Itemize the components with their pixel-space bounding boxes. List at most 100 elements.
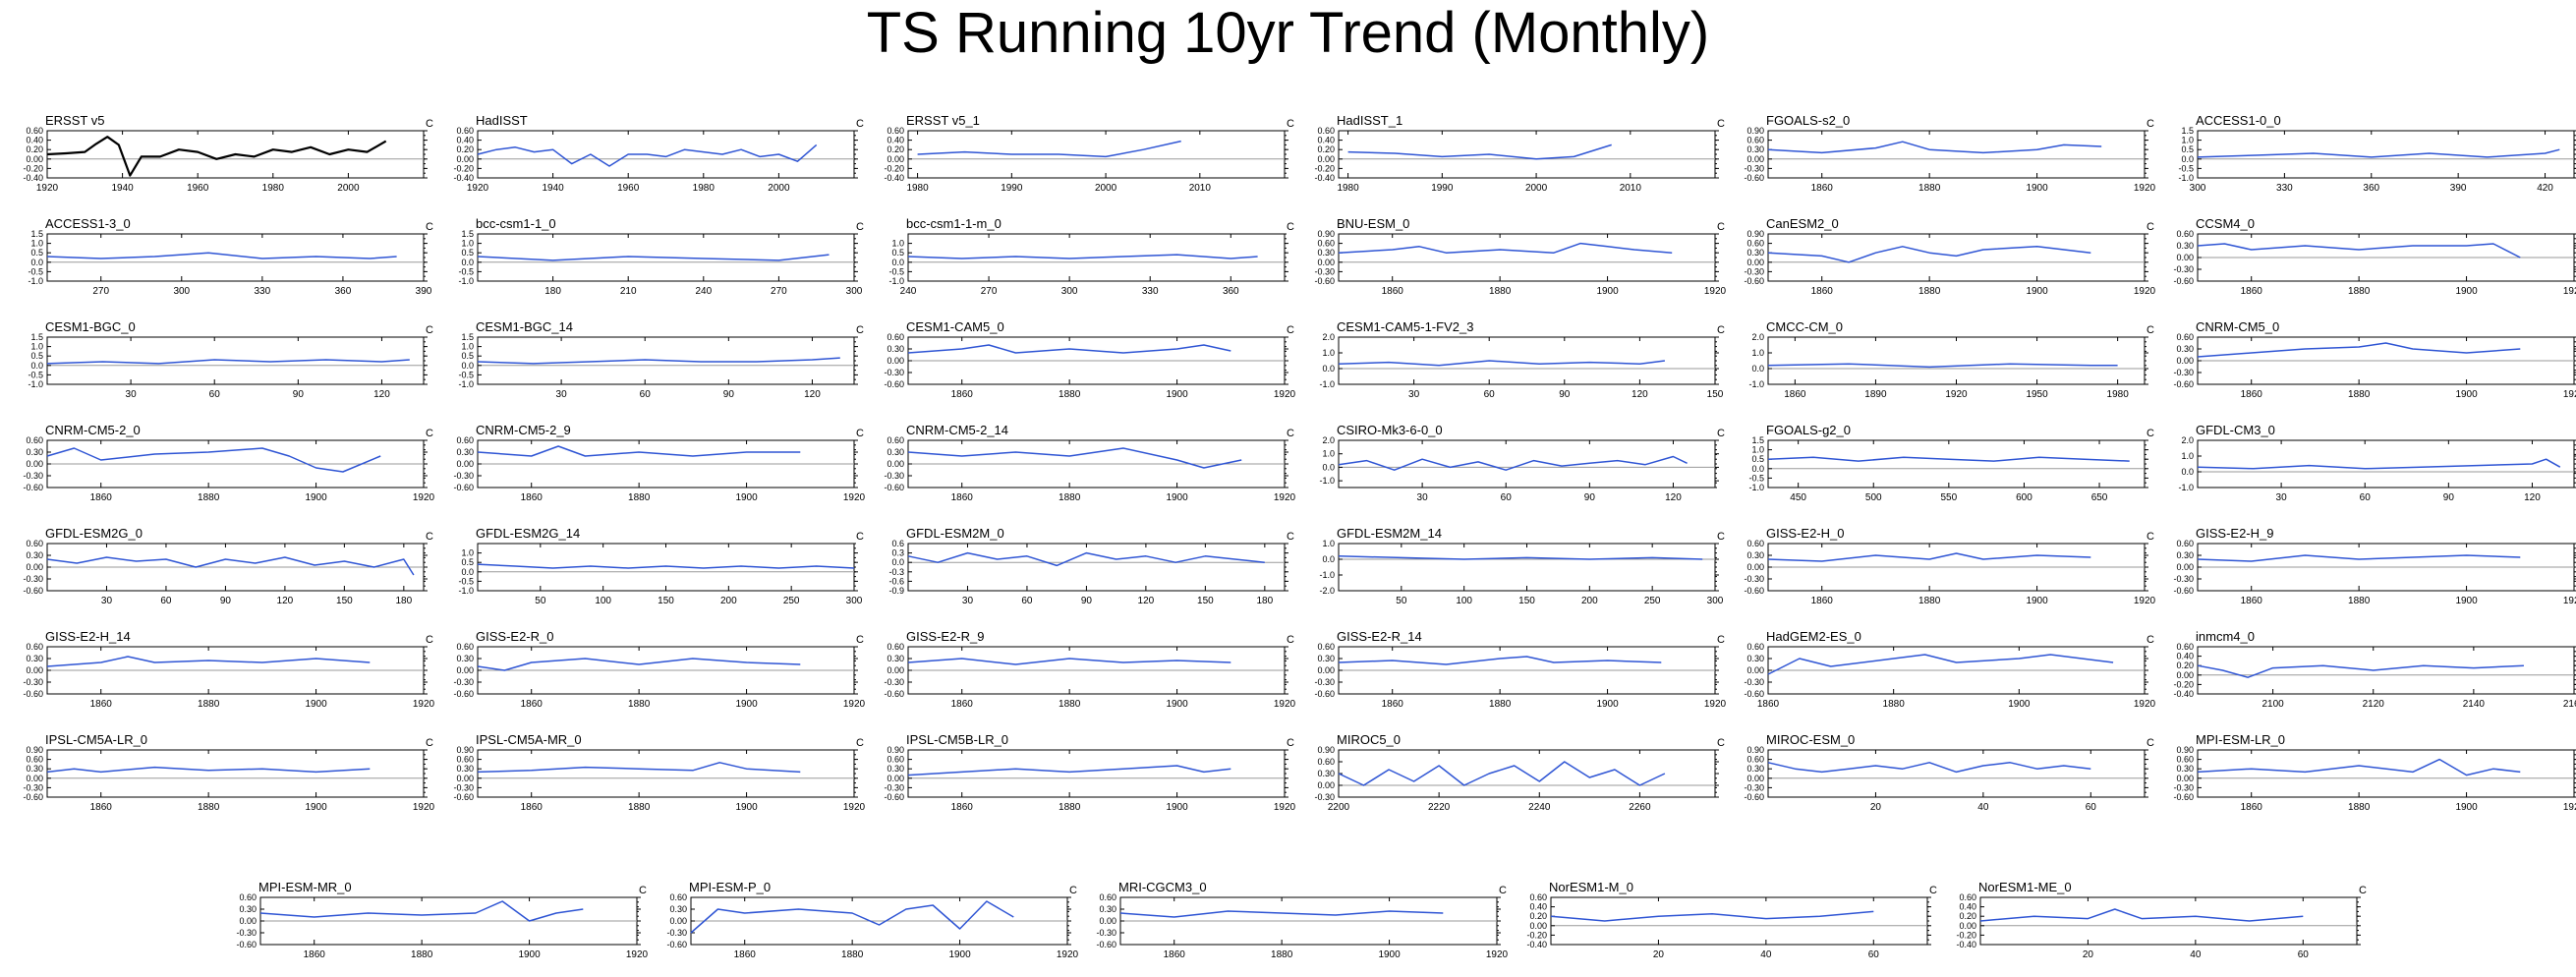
x-tick-label: 50 <box>535 596 546 606</box>
y-tick-label: -0.5 <box>458 576 474 586</box>
panel-frame <box>2197 130 2575 179</box>
y-tick-label: 1.5 <box>30 229 43 239</box>
x-tick-label: 1860 <box>521 802 544 813</box>
y-tick-label: 0.5 <box>1751 454 1764 464</box>
panel-unit: C <box>1717 324 1725 336</box>
x-tick-label: 1860 <box>2241 389 2263 400</box>
series-line <box>1767 363 2118 369</box>
panel-unit: C <box>2147 531 2154 543</box>
panel-18: CNRM-CM5-2_0 C 0.60 0.30 0.00 -0.30 -0.60 1860 1… <box>23 423 434 503</box>
y-tick-label: 0.90 <box>887 745 904 755</box>
series-line <box>477 357 840 365</box>
y-tick-label: 0.60 <box>26 755 43 765</box>
panel-24: GFDL-ESM2G_0 C 0.60 0.30 0.00 -0.30 -0.60 30 60 9… <box>23 526 433 606</box>
y-tick-label: 0.00 <box>1317 258 1335 267</box>
y-tick-label: 0.00 <box>26 459 43 469</box>
x-tick-label: 1920 <box>1704 699 1727 710</box>
x-tick-label: 1880 <box>198 802 220 813</box>
panel-unit: C <box>1287 428 1294 439</box>
panel-4: FGOALS-s2_0 C 0.900.600.300.00-0.30-0.60 18… <box>1744 113 2155 194</box>
x-tick-label: 300 <box>1061 286 1078 297</box>
y-tick-label: 0.0 <box>461 258 474 267</box>
y-tick-label: 0.30 <box>26 550 43 560</box>
panel-frame <box>907 749 1286 798</box>
panel-title: GISS-E2-R_0 <box>476 629 553 644</box>
x-tick-label: 550 <box>1940 492 1957 503</box>
y-tick-label: 0.30 <box>669 904 687 914</box>
y-tick-label: 0.60 <box>456 126 474 136</box>
y-tick-label: -0.20 <box>884 163 904 173</box>
panel-unit: C <box>856 428 864 439</box>
y-tick-label: 0.00 <box>1746 665 1764 675</box>
y-tick-label: -0.30 <box>884 368 904 377</box>
x-tick-label: 1900 <box>1166 389 1188 400</box>
panel-7: bcc-csm1-1_0 C 1.51.00.50.0-0.5-1.0 180 210 2… <box>458 216 864 297</box>
panel-unit: C <box>856 118 864 130</box>
y-tick-label: -0.20 <box>23 163 43 173</box>
y-tick-label: -0.60 <box>453 689 474 699</box>
panel-unit: C <box>1287 324 1294 336</box>
y-tick-label: 0.0 <box>891 258 904 267</box>
panel-20: CNRM-CM5-2_14 C 0.60 0.30 0.00 -0.30 -0.60 1860… <box>884 423 1295 503</box>
x-tick-label: 60 <box>1868 949 1880 960</box>
y-tick-label: 0.30 <box>26 654 43 663</box>
x-tick-label: 40 <box>1760 949 1772 960</box>
series-line <box>46 252 397 259</box>
panel-6: ACCESS1-3_0 C 1.51.00.50.0-0.5-1.0 270 300 33… <box>28 216 433 297</box>
panel-unit: C <box>639 885 647 896</box>
x-tick-label: 1900 <box>735 802 758 813</box>
x-tick-label: 1860 <box>90 802 113 813</box>
y-tick-label: -1.0 <box>1748 483 1764 492</box>
y-tick-label: 0.60 <box>1959 892 1976 902</box>
y-tick-label: 0.0 <box>1322 554 1335 564</box>
panel-5: ACCESS1-0_0C1.51.00.50.0-0.5-1.030033036… <box>2178 113 2576 194</box>
series-line <box>477 254 830 261</box>
y-tick-label: -0.60 <box>1314 276 1335 286</box>
panel-frame <box>1338 439 1716 488</box>
panel-unit: C <box>1069 885 1077 896</box>
x-tick-label: 1860 <box>1164 949 1186 960</box>
panel-12: CESM1-BGC_0 C 1.51.00.50.0-0.5-1.0 30 60 90 12… <box>28 319 433 400</box>
y-tick-label: 0.00 <box>1746 562 1764 572</box>
panel-title: bcc-csm1-1-m_0 <box>906 216 1002 231</box>
panel-title: CNRM-CM5-2_14 <box>906 423 1008 437</box>
y-tick-label: -0.30 <box>1744 574 1764 584</box>
y-tick-label: 0.40 <box>1529 902 1547 912</box>
y-tick-label: 0.30 <box>887 654 904 663</box>
panel-unit: C <box>2147 324 2154 336</box>
x-tick-label: 1900 <box>2455 389 2478 400</box>
x-tick-label: 60 <box>1021 596 1033 606</box>
panel-unit: C <box>426 324 433 336</box>
y-tick-label: -0.30 <box>23 677 43 687</box>
panel-unit: C <box>1287 531 1294 543</box>
y-tick-label: 0.60 <box>887 755 904 765</box>
x-tick-label: 30 <box>1417 492 1429 503</box>
y-tick-label: 0.30 <box>1317 248 1335 258</box>
x-tick-label: 20 <box>2083 949 2094 960</box>
panel-frame <box>2197 749 2575 798</box>
panel-title: HadGEM2-ES_0 <box>1766 629 1861 644</box>
y-tick-label: 0.60 <box>2176 539 2194 548</box>
panel-unit: C <box>1287 737 1294 749</box>
panel-title: HadISST <box>476 113 528 128</box>
y-tick-label: -0.30 <box>1314 792 1335 802</box>
panel-2: ERSST v5_1 C 0.600.400.200.00-0.20-0.40198… <box>884 113 1294 194</box>
x-tick-label: 1880 <box>628 802 651 813</box>
y-tick-label: 0.00 <box>669 916 687 926</box>
panel-unit: C <box>1717 634 1725 646</box>
x-tick-label: 120 <box>1665 492 1682 503</box>
panel-15: CESM1-CAM5-1-FV2_3 C 2.0 1.0 0.0 -1.0 30 60 90 12… <box>1319 319 1725 400</box>
panel-unit: C <box>426 118 433 130</box>
y-tick-label: 0.60 <box>2176 642 2194 652</box>
x-tick-label: 1980 <box>1337 183 1359 194</box>
panel-unit: C <box>2147 221 2154 233</box>
y-tick-label: -0.60 <box>1744 276 1764 286</box>
y-tick-label: 0.00 <box>1746 258 1764 267</box>
y-tick-label: 0.30 <box>1746 550 1764 560</box>
panel-title: GISS-E2-R_9 <box>906 629 984 644</box>
y-tick-label: 0.5 <box>891 248 904 258</box>
panel-title: CNRM-CM5_0 <box>2196 319 2279 334</box>
y-tick-label: 0.20 <box>1317 144 1335 154</box>
x-tick-label: 1880 <box>1059 802 1081 813</box>
x-tick-label: 30 <box>962 596 974 606</box>
